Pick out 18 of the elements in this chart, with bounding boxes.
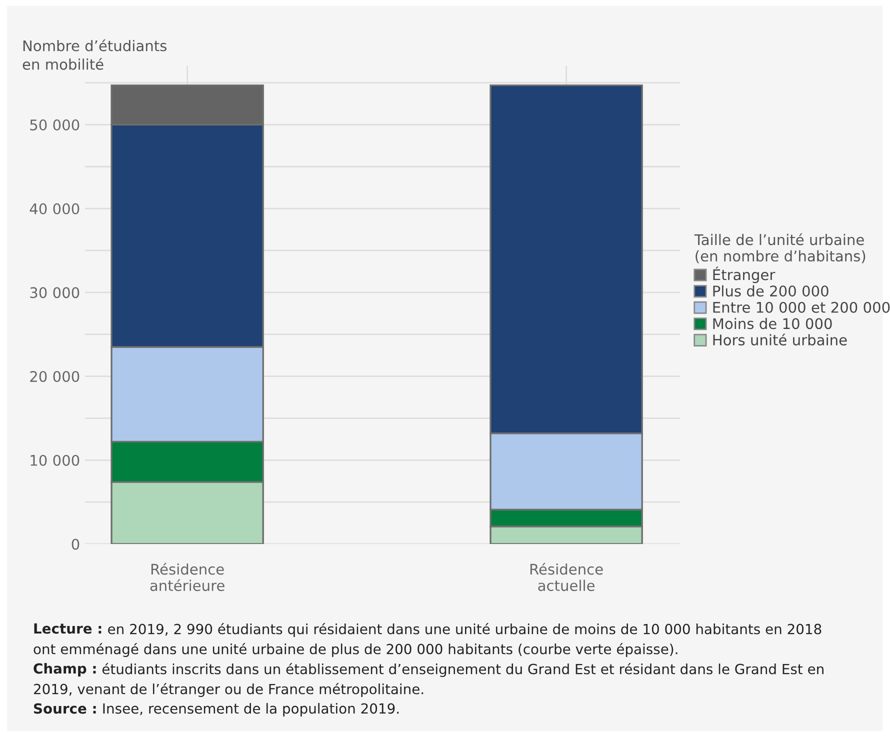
- y-tick-label: 40 000: [30, 203, 80, 214]
- legend-label: Étranger: [713, 266, 776, 284]
- x-tick-label: Résidence actuelle: [530, 562, 603, 592]
- y-tick-label: 50 000: [30, 119, 80, 130]
- y-tick-label: 10 000: [30, 454, 80, 466]
- legend-label: Hors unité urbaine: [713, 334, 847, 346]
- legend-title: Taille de l’unité urbaine (en nombre d’habitans): [694, 233, 866, 264]
- y-tick-label: 0: [72, 538, 80, 550]
- text: Lecture : en 2019, 2 990 étudiants qui résidaient dans une unité urbaine de moins de 10 000 habitants en 2018 ont emménagé dans une unité urbaine de plus de 200 000 habitants (courbe verte épaisse).: [34, 623, 822, 657]
- legend-label: Entre 10 000 et 200 000: [713, 302, 890, 313]
- source-note: Source : Insee, recensement de la population 2019.: [34, 703, 399, 716]
- y-tick-label: 20 000: [30, 371, 80, 382]
- x-tick-label: Résidence antérieure: [150, 562, 224, 592]
- y-axis-title: Nombre d’étudiants en mobilité: [22, 39, 166, 70]
- legend-label: Plus de 200 000: [713, 285, 828, 297]
- legend-label: Moins de 10 000: [713, 318, 832, 330]
- y-tick-label: 30 000: [30, 287, 80, 298]
- text: Champ : étudiants inscrits dans un établissement d’enseignement du Grand Est et résidant dans le Grand Est en 2019, venant de l’étranger ou de France métropolitaine.: [34, 663, 824, 697]
